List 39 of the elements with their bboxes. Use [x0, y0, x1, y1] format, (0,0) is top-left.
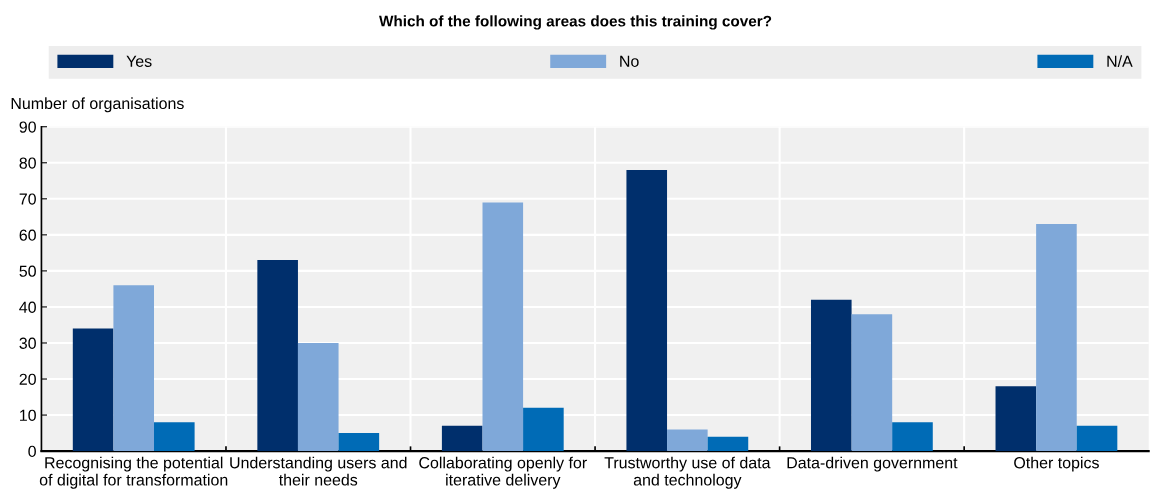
bar [626, 169, 668, 452]
y-tick-label: 60 [19, 229, 36, 241]
bar [1036, 224, 1077, 452]
y-tick-label: 10 [20, 409, 36, 421]
legend-label: No [620, 55, 639, 67]
y-tick-label: 20 [19, 373, 36, 385]
bar [257, 260, 298, 452]
legend-label: Yes [126, 55, 152, 67]
bar [1076, 425, 1118, 452]
bar [297, 342, 339, 452]
chart-title: Which of the following areas does this training cover? [379, 15, 772, 30]
bar [482, 202, 524, 452]
x-tick-label: Collaborating openly for iterative delivery [419, 456, 587, 489]
x-tick-label: Recognising the potential of digital for transformation [39, 456, 228, 489]
y-axis-title: Number of organisations [11, 97, 184, 113]
x-tick-label: Other topics [1014, 456, 1099, 472]
y-tick-label: 70 [19, 193, 36, 205]
bar [154, 422, 195, 452]
bar [707, 436, 749, 452]
bar [338, 433, 380, 452]
legend-label: N/A [1107, 55, 1133, 67]
bar [810, 299, 852, 452]
y-tick-label: 50 [19, 265, 36, 277]
y-tick-label: 40 [19, 301, 36, 313]
x-tick-label: Understanding users and their needs [230, 456, 407, 486]
bar [995, 386, 1037, 452]
bar [72, 328, 114, 452]
bar [113, 285, 155, 452]
x-tick-label: Trustworthy use of data and technology [604, 456, 771, 489]
y-tick-label: 90 [19, 121, 36, 133]
bar [441, 425, 483, 452]
bar [892, 422, 933, 452]
y-tick-label: 80 [19, 157, 36, 169]
y-tick-label: 30 [19, 337, 36, 349]
bar [851, 314, 893, 452]
bar [523, 407, 564, 452]
y-tick-label: 0 [28, 445, 36, 458]
bar [667, 429, 708, 452]
x-tick-label: Data-driven government [787, 456, 958, 472]
